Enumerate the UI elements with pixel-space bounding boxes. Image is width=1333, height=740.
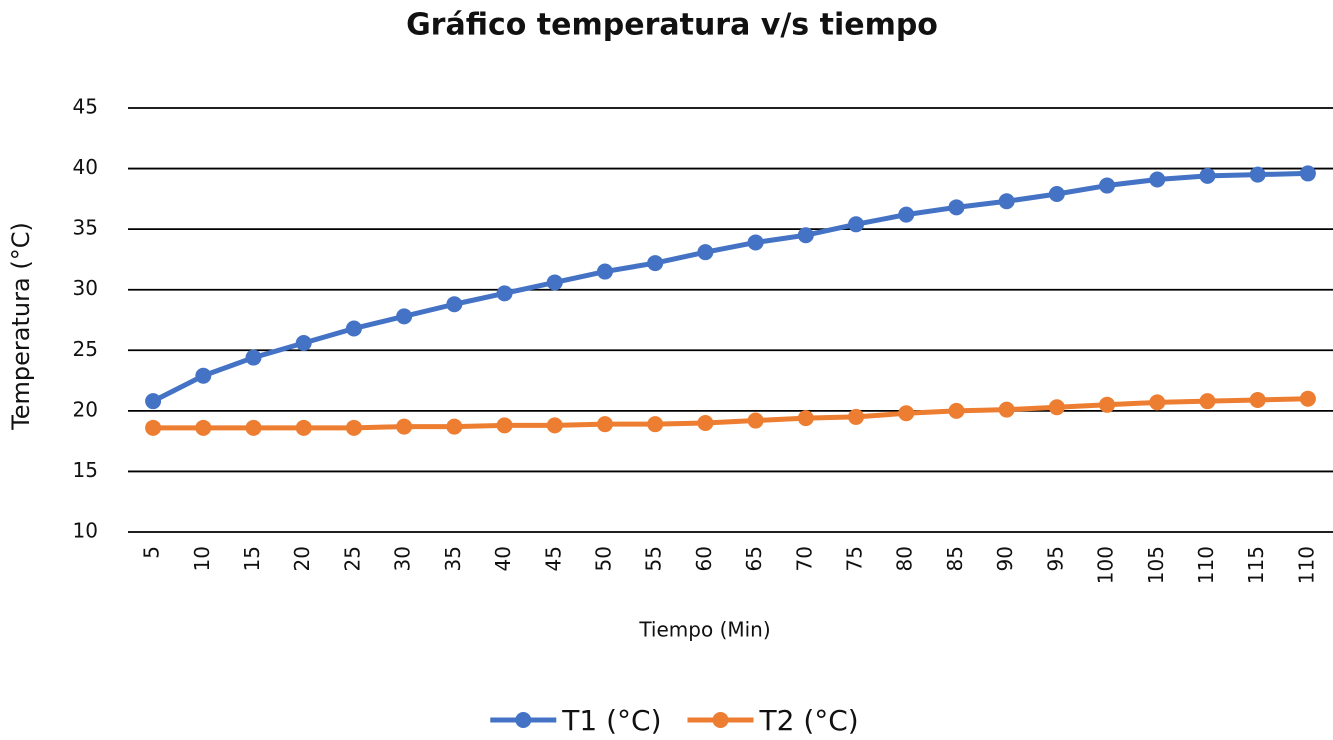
legend-label: T2 (°C): [759, 704, 859, 737]
data-point: [496, 285, 513, 302]
data-point: [295, 419, 312, 436]
data-point: [446, 296, 463, 313]
x-tick-label: 115: [1244, 546, 1268, 584]
x-tick-label: 45: [541, 546, 565, 571]
x-tick-label: 10: [190, 546, 214, 571]
x-tick-label: 70: [792, 546, 816, 571]
data-point: [1048, 399, 1065, 416]
x-tick-label: 110: [1194, 546, 1218, 584]
data-point: [697, 244, 714, 261]
data-point: [295, 335, 312, 352]
data-point: [596, 263, 613, 280]
x-tick-label: 105: [1144, 546, 1168, 584]
chart-title: Gráfico temperatura v/s tiempo: [406, 8, 938, 43]
data-point: [697, 414, 714, 431]
x-tick-label: 50: [591, 546, 615, 571]
data-point: [1249, 391, 1266, 408]
x-tick-label: 25: [340, 546, 364, 571]
data-point: [195, 419, 212, 436]
data-point: [546, 417, 563, 434]
data-point: [998, 193, 1015, 210]
x-tick-label: 5: [140, 546, 164, 559]
data-point: [596, 416, 613, 433]
legend-marker: [515, 712, 532, 728]
data-point: [1199, 393, 1216, 410]
data-point: [747, 412, 764, 429]
x-tick-label: 20: [290, 546, 314, 571]
data-point: [1149, 394, 1166, 411]
y-tick-label: 15: [73, 458, 98, 482]
x-tick-label: 85: [943, 546, 967, 571]
series-line: [153, 396, 1308, 431]
legend-marker: [712, 712, 729, 728]
x-tick-label: 30: [391, 546, 415, 571]
x-axis-label: Tiempo (Min): [638, 618, 770, 642]
data-point: [647, 416, 664, 433]
x-tick-label: 15: [240, 546, 264, 571]
data-point: [948, 402, 965, 419]
x-tick-label: 65: [742, 546, 766, 571]
y-tick-label: 10: [73, 519, 98, 543]
data-point: [1099, 177, 1116, 194]
data-point: [1199, 167, 1216, 184]
x-tick-label: 80: [893, 546, 917, 571]
data-point: [898, 405, 915, 422]
y-tick-label: 35: [73, 216, 98, 240]
data-point: [898, 206, 915, 223]
data-point: [145, 419, 162, 436]
data-point: [797, 410, 814, 427]
y-tick-label: 45: [73, 95, 98, 119]
x-tick-label: 35: [441, 546, 465, 571]
data-point: [145, 393, 162, 410]
data-point: [245, 419, 262, 436]
data-point: [396, 418, 413, 435]
x-tick-label: 90: [993, 546, 1017, 571]
x-tick-label: 40: [491, 546, 515, 571]
x-tick-label: 100: [1094, 546, 1118, 584]
data-point: [546, 274, 563, 291]
data-point: [998, 401, 1015, 418]
data-point: [747, 234, 764, 251]
data-point: [345, 320, 362, 337]
data-point: [647, 255, 664, 272]
x-tick-label: 60: [692, 546, 716, 571]
y-tick-label: 40: [73, 155, 98, 179]
data-point: [848, 216, 865, 233]
data-point: [1048, 186, 1065, 203]
data-point: [446, 418, 463, 435]
y-tick-label: 30: [73, 276, 98, 300]
data-point: [345, 419, 362, 436]
y-axis-label: Temperatura (°C): [7, 222, 35, 431]
series-line: [151, 170, 1308, 404]
data-point: [1299, 390, 1316, 407]
x-tick-label: 55: [642, 546, 666, 571]
data-point: [848, 408, 865, 425]
data-point: [396, 308, 413, 325]
data-point: [195, 367, 212, 384]
data-point: [797, 227, 814, 244]
data-point: [1299, 165, 1316, 182]
legend-label: T1 (°C): [561, 704, 661, 737]
data-point: [1249, 166, 1266, 183]
y-tick-label: 20: [73, 397, 98, 421]
y-tick-label: 25: [73, 337, 98, 361]
x-tick-label: 95: [1043, 546, 1067, 571]
data-point: [496, 417, 513, 434]
data-point: [948, 199, 965, 216]
data-point: [245, 349, 262, 366]
data-point: [1099, 396, 1116, 413]
data-point: [1149, 171, 1166, 188]
x-tick-label: 75: [843, 546, 867, 571]
legend: T1 (°C) T2 (°C): [490, 704, 859, 737]
x-tick-label: 110: [1294, 546, 1318, 584]
